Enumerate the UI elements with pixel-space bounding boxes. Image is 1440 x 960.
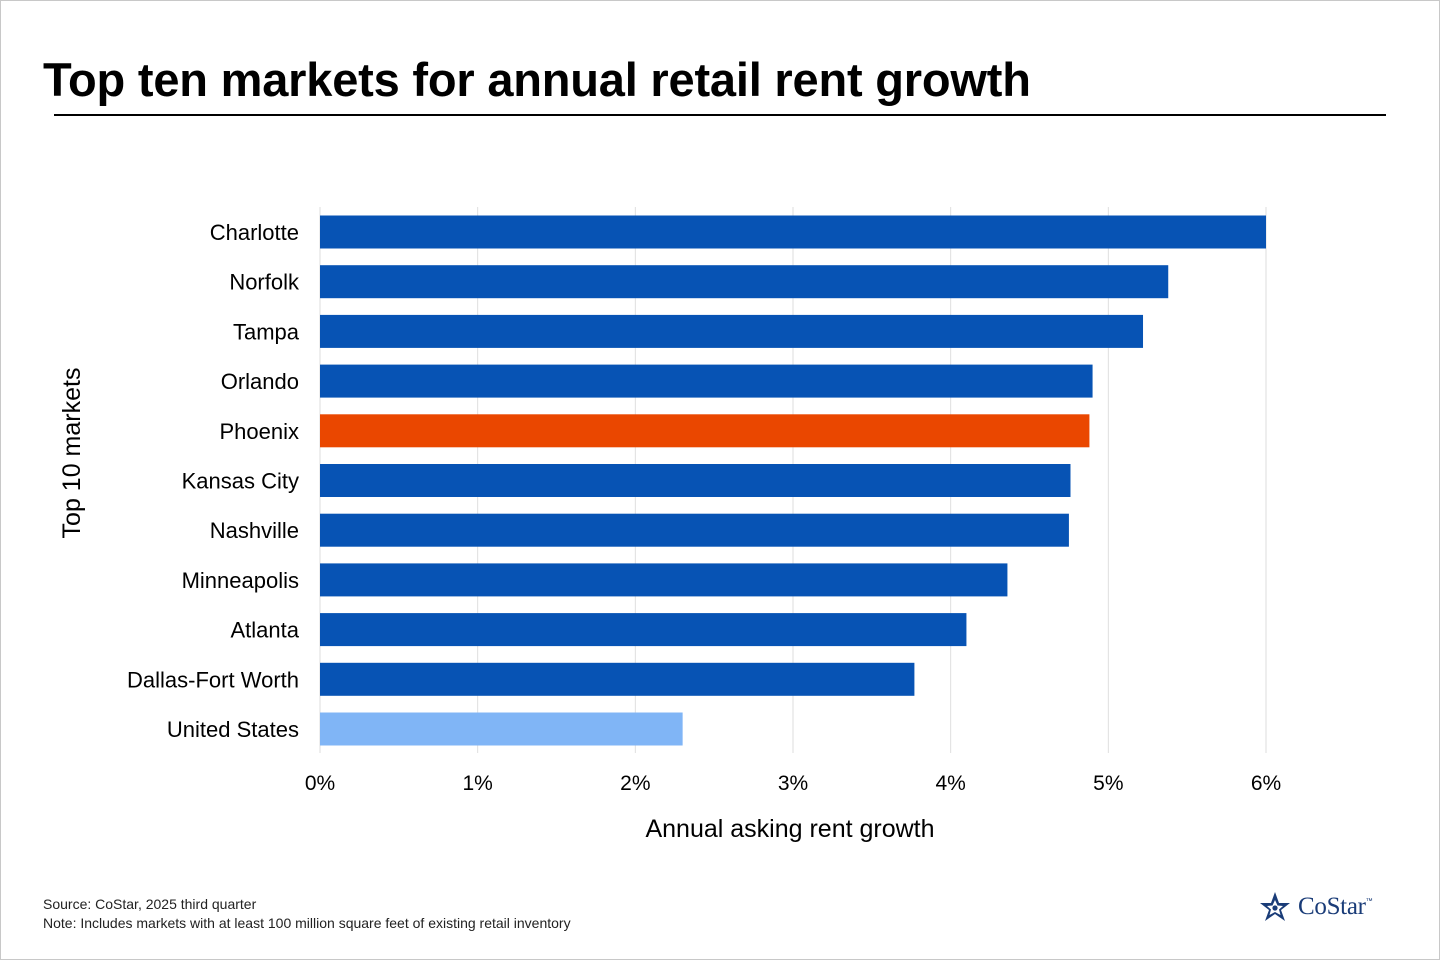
bar-chart: Charlotte Norfolk Tampa Orlando Phoenix Kansa… [58, 207, 1281, 843]
bar-orlando [320, 364, 1093, 398]
y-axis-label: Top 10 markets [58, 368, 86, 539]
x-tick-label: 2% [620, 772, 650, 795]
category-label: Nashville [210, 518, 299, 543]
category-label: Minneapolis [182, 568, 299, 593]
x-tick-label: 1% [462, 772, 492, 795]
costar-logo: CoStar ™ [1258, 890, 1373, 924]
chart-title: Top ten markets for annual retail rent g… [43, 53, 1031, 106]
x-tick-label: 4% [935, 772, 965, 795]
category-label: Orlando [221, 369, 299, 394]
category-label: Tampa [233, 319, 300, 344]
bar-charlotte [320, 215, 1266, 249]
category-label: Charlotte [210, 220, 299, 245]
source-note: Source: CoStar, 2025 third quarter [43, 896, 257, 912]
bar-kansas-city [320, 464, 1071, 497]
x-tick-label: 3% [778, 772, 808, 795]
bars [320, 215, 1266, 746]
category-label: Norfolk [229, 270, 300, 295]
x-tick-labels: 0% 1% 2% 3% 4% 5% 6% [305, 772, 1281, 795]
category-label: Kansas City [182, 469, 299, 494]
bar-united-states [320, 712, 683, 746]
costar-star-icon [1260, 892, 1290, 921]
chart-footer: Source: CoStar, 2025 third quarter Note:… [43, 895, 571, 933]
x-tick-label: 5% [1093, 772, 1123, 795]
category-label: Phoenix [219, 419, 299, 444]
category-label: Dallas-Fort Worth [127, 667, 299, 692]
category-label: Atlanta [231, 618, 300, 643]
bar-phoenix [320, 414, 1090, 448]
x-tick-label: 0% [305, 772, 335, 795]
bar-atlanta [320, 613, 967, 647]
x-tick-label: 6% [1251, 772, 1281, 795]
x-axis-label: Annual asking rent growth [645, 815, 934, 843]
category-label: United States [167, 717, 299, 742]
bar-dallas-fort-worth [320, 662, 915, 696]
costar-wordmark: CoStar [1298, 893, 1366, 920]
inventory-note: Note: Includes markets with at least 100… [43, 915, 571, 931]
bar-norfolk [320, 265, 1169, 299]
bar-nashville [320, 513, 1069, 547]
category-labels: Charlotte Norfolk Tampa Orlando Phoenix Kansa… [127, 220, 300, 742]
title-divider [54, 114, 1386, 116]
trademark-mark: ™ [1365, 898, 1373, 905]
bar-minneapolis [320, 563, 1008, 597]
bar-tampa [320, 314, 1144, 348]
